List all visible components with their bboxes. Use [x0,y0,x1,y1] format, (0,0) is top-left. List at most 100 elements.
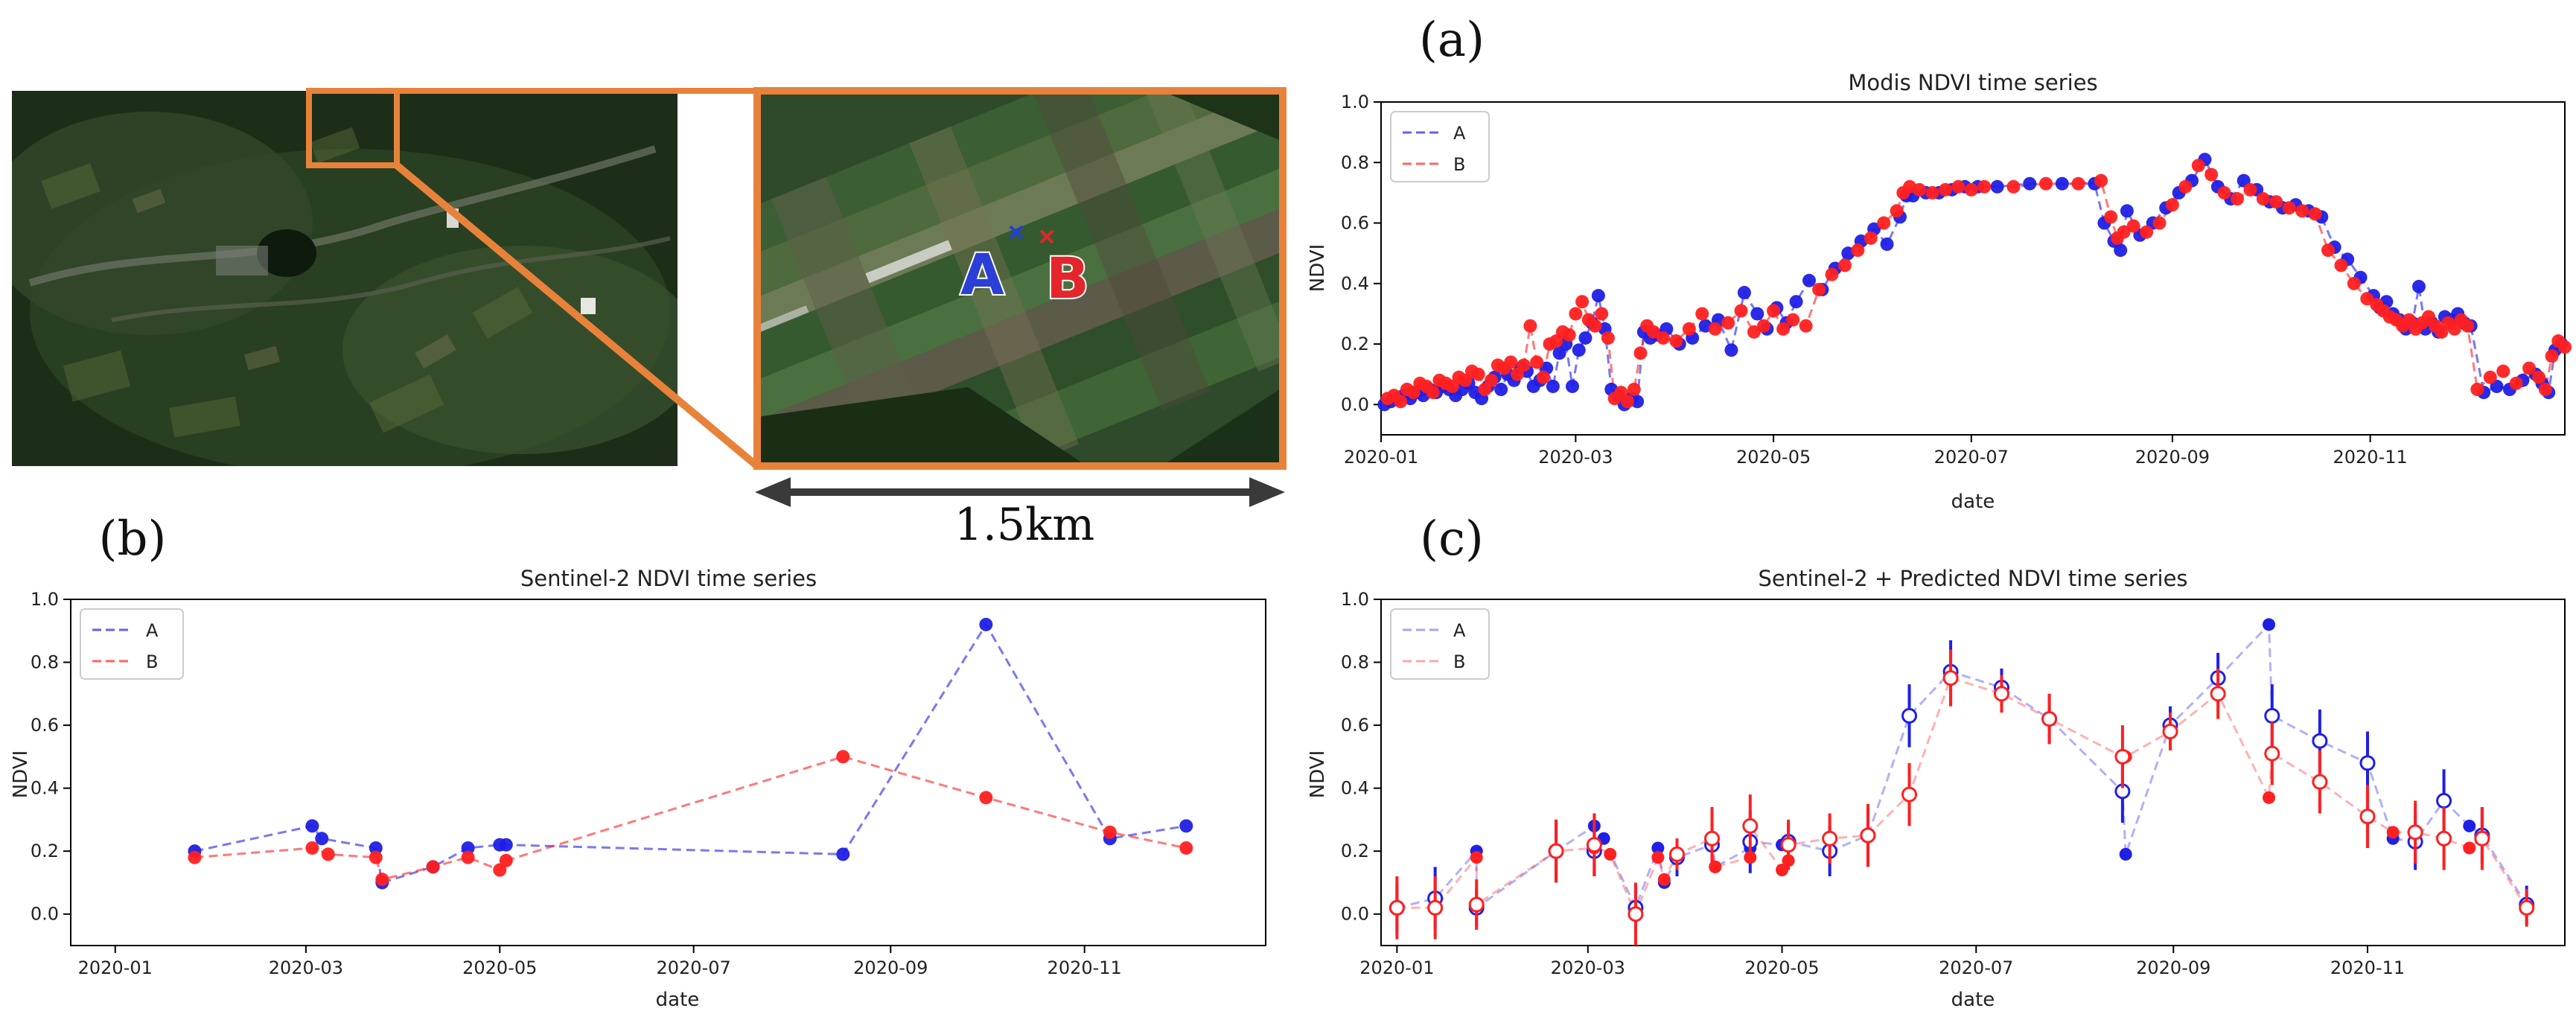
chart-a-series-b-point [2282,201,2296,215]
chart-a-series-b-point [1964,182,1978,197]
chart-b-series-b-point [499,853,513,867]
chart-b-legend-b: B [146,651,158,672]
chart-a-series-b-point [1523,319,1537,333]
chart-a-xtick-label: 2020-11 [2333,447,2407,468]
chart-a-series-b-point [2204,168,2219,182]
chart-b-ytick-label: 0.4 [31,778,59,799]
chart-a-series-b-point [1627,383,1641,397]
chart-c-xtick-label: 2020-11 [2330,957,2405,978]
panel-letter-b: (b) [99,511,167,567]
chart-a-series-a-point [2114,243,2128,258]
chart-b-series-a-line [194,622,1187,884]
chart-c-series-b-observed-point [1657,873,1671,886]
chart-a-series-a-point [1566,379,1580,393]
chart-a-series-b-point [1721,316,1735,330]
chart-c-series-a-observed-point [2119,847,2132,861]
chart-a-series-b-point [1682,322,1696,336]
chart-c-series-a-observed-point [2263,618,2275,631]
chart-a-series-b-point [2256,192,2270,206]
chart-a-series-b-point [2178,179,2193,194]
chart-a-series-b-point [1646,325,1660,339]
chart-c-series-b-predicted-point [1586,837,1602,853]
chart-a-series-b-point [2461,319,2475,333]
chart-b-series-b-point [493,863,507,877]
chart-c-series-b-predicted-point [2312,774,2328,790]
chart-a-series-b-point [1913,182,1927,197]
chart-b-series-a-point [461,841,475,855]
chart-b-series-b-point [979,791,993,805]
chart-a-series-b-point [2522,361,2537,375]
scale-bar [755,477,1285,507]
chart-a-series-a-line [1383,157,2563,407]
chart-a-series-b-point [2104,210,2118,224]
chart-c-series-b-predicted-point [1780,837,1796,853]
chart-a-series-b-point [1825,267,1839,281]
chart-b-series-b-point [1179,841,1193,855]
chart-c-series-b-observed-point [1651,851,1665,864]
chart-c-series-b-observed-point [1470,851,1483,864]
chart-b-plot-frame [70,599,1266,946]
chart-a-series-points [1377,153,2572,412]
chart-a-xtick-label: 2020-01 [1344,447,1418,468]
scale-bar-label: 1.5km [954,499,1095,551]
chart-a-series-b-point [1517,358,1531,372]
chart-a-ytick-label: 0.6 [1341,213,1369,234]
chart-a-series-b-point [1601,331,1615,345]
chart-c-series-b-observed-point [1709,860,1722,873]
chart-a-series-b-point [2039,176,2053,191]
chart-a-ylabel: NDVI [1307,244,1329,292]
chart-c-series-lines [1397,622,2528,917]
chart-c-series-a-observed-point [2463,819,2476,832]
chart-a-series-b-point [2470,383,2484,397]
chart-c-series-b-observed-point [2263,791,2275,804]
chart-b-xtick-label: 2020-05 [462,957,537,978]
chart-b-xtick-label: 2020-01 [78,957,153,978]
chart-a-series-a-point [2411,279,2426,293]
chart-b-series-b-point [321,847,335,861]
chart-a-series-a-point [1737,286,1751,300]
chart-a-series-b-point [1951,179,1966,194]
chart-c-ytick-label: 0.6 [1341,715,1369,736]
chart-a-ytick-label: 0.8 [1341,152,1369,173]
chart-a-series-b-point [2094,173,2108,188]
chart-a-series-lines [1383,157,2566,407]
chart-a-series-a-point [1750,307,1764,321]
chart-c-legend-a: A [1453,620,1466,641]
chart-a-xtick-label: 2020-09 [2135,447,2210,468]
chart-a-xtick-label: 2020-05 [1736,447,1811,468]
chart-a-series-b-point [2269,195,2283,209]
chart-c-series-a-observed-point [1651,841,1665,855]
map-label-a: A [960,241,1004,307]
chart-a-series-b-point [1977,179,1992,194]
chart-c-plot-frame [1380,599,2566,946]
satellite-map-group: A B 1.5km [12,87,1287,551]
chart-c-series-b-predicted-point [2359,809,2376,825]
chart-a-ytick-label: 0.4 [1341,273,1369,294]
chart-c-series-b-predicted-point [1742,817,1759,834]
chart-a-series-b-point [2165,198,2179,212]
chart-a-series-b-point [2295,204,2309,218]
chart-c-series-b-predicted-point [2519,899,2535,916]
chart-a-series-b-point [2308,207,2322,221]
chart-b-xtick-label: 2020-09 [853,957,928,978]
chart-a-series-b-line [1387,164,2566,404]
chart-a-series-b-point [2006,179,2021,194]
chart-c-series-b-predicted-point [1860,827,1876,844]
chart-a-series-b-point [1621,395,1635,409]
chart-c-ticks: 2020-01 2020-03 2020-05 2020-07 2020-09 2020-… [1341,589,2405,978]
chart-b-series-b-point [426,860,440,874]
chart-a-series-a-point [2055,176,2069,191]
chart-c-series-b-predicted-point [1468,896,1485,913]
chart-c-series-b-predicted-point [2436,830,2452,847]
chart-a-series-b-point [1734,304,1748,318]
chart-c-series-b-predicted-point [2114,748,2131,765]
chart-a-series-b-point [1588,319,1602,333]
chart-a-series-b-point [1471,367,1485,381]
chart-c-xtick-label: 2020-01 [1359,957,1434,978]
chart-a-series-b-point [2545,349,2559,363]
chart-c-series-b-predicted-point [1901,786,1918,803]
chart-b-series-a-point [1179,819,1193,833]
chart-a-series-a-point [1990,179,2004,194]
chart-a-legend-a: A [1453,123,1466,144]
chart-c-series-b-predicted-point [1822,830,1838,847]
